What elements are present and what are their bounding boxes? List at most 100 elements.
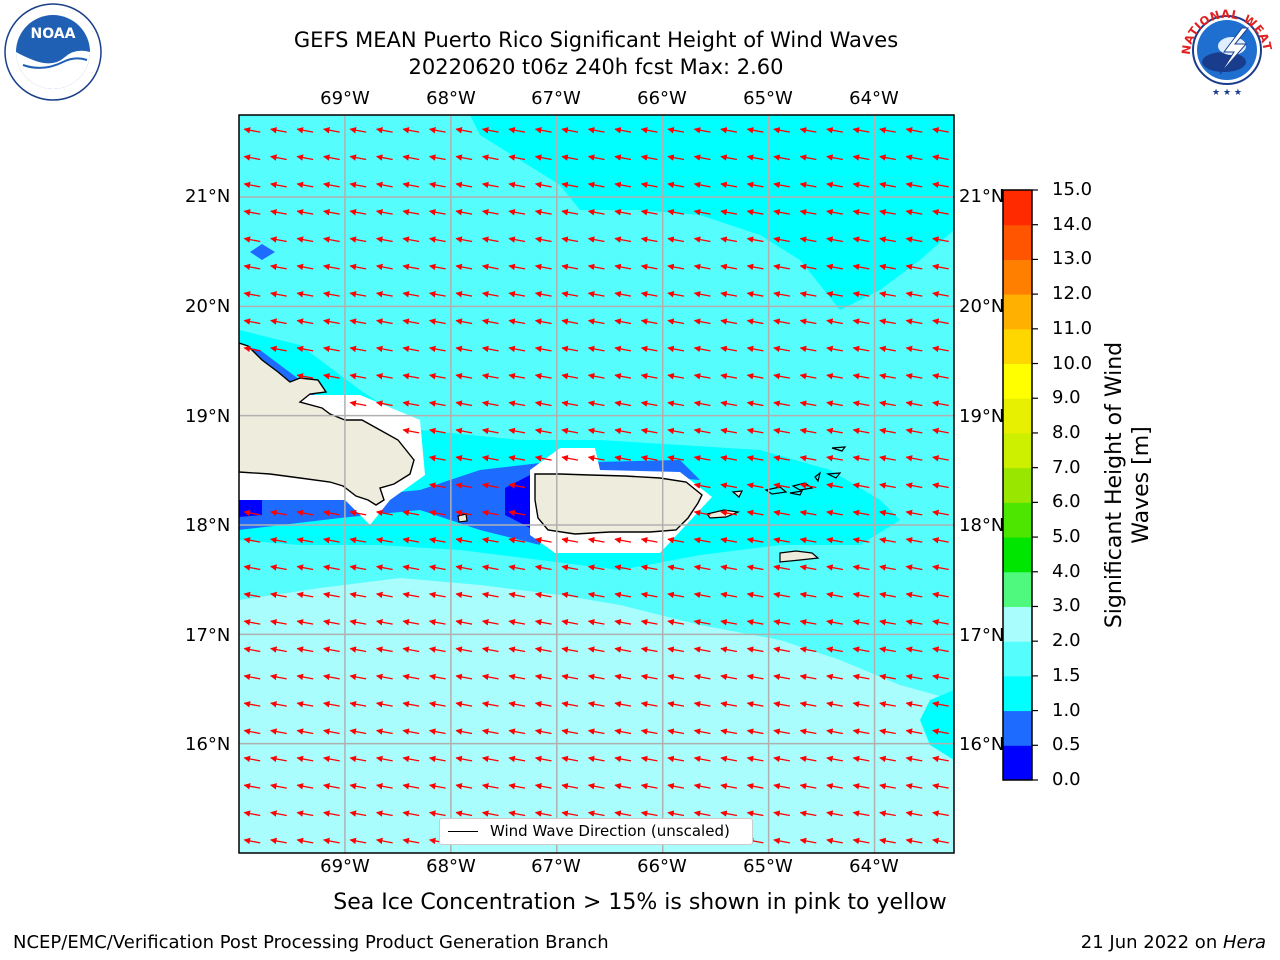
colorbar-bin (1003, 745, 1032, 781)
wind-arrow (534, 537, 552, 544)
wind-arrow (720, 209, 738, 216)
wind-arrow (905, 236, 923, 243)
wind-arrow (455, 318, 473, 325)
wind-arrow (243, 646, 261, 653)
wind-arrow (455, 263, 473, 271)
wind-arrow (746, 509, 764, 517)
wind-arrow (932, 701, 949, 708)
wind-arrow (323, 263, 340, 271)
wind-arrow (932, 345, 949, 353)
wind-arrow (376, 646, 393, 653)
lat-label-left-18n: 18°N (185, 515, 231, 536)
wind-arrow (402, 646, 420, 653)
wind-arrow (852, 181, 870, 189)
lat-label-right-21n: 21°N (959, 186, 1004, 207)
wind-arrow (773, 373, 790, 380)
wind-arrow (428, 482, 446, 489)
lat-label-right-19n: 19°N (959, 406, 1004, 427)
wind-arrow (746, 537, 764, 544)
wind-arrow (746, 263, 764, 271)
wind-arrow (826, 400, 843, 407)
wind-arrow (376, 755, 393, 763)
wind-arrow (508, 673, 526, 681)
wind-arrow (587, 455, 605, 462)
wind-arrow (323, 127, 340, 134)
wind-arrow (376, 564, 393, 571)
wind-arrow (349, 236, 367, 243)
wind-arrow (905, 810, 923, 817)
wind-arrow (323, 373, 340, 380)
wind-arrow (270, 345, 287, 353)
lon-label-bottom-65w: 65°W (743, 856, 793, 877)
wind-arrow (614, 591, 632, 599)
wind-arrow (349, 318, 367, 325)
footer-host: Hera (1222, 932, 1266, 953)
wind-arrow (481, 291, 499, 298)
wind-arrow (296, 728, 314, 735)
wind-arrow (428, 646, 446, 653)
colorbar-bin (1003, 328, 1032, 365)
wind-arrow (508, 209, 526, 216)
wind-arrow (799, 509, 817, 517)
wind-arrow (349, 537, 367, 544)
wind-arrow (614, 810, 632, 817)
wind-arrow (614, 646, 632, 653)
wind-arrow (270, 209, 287, 216)
colorbar-tick-label: 6.0 (1052, 491, 1081, 513)
wind-arrow (852, 482, 870, 489)
chart-subtitle: 20220620 t06z 240h fcst Max: 2.60 (408, 55, 784, 79)
wind-arrow (561, 427, 579, 435)
wind-arrow (561, 646, 579, 653)
wind-arrow (376, 400, 393, 407)
wind-arrow (852, 755, 870, 763)
wind-arrow (879, 564, 896, 571)
wind-arrow (428, 345, 446, 353)
wind-arrow (455, 783, 473, 790)
wind-arrow (799, 236, 817, 243)
wind-arrow (270, 783, 287, 790)
wind-arrow (879, 509, 896, 517)
wind-arrow (428, 181, 446, 189)
wind-arrow (932, 619, 949, 626)
wind-arrow (773, 619, 790, 626)
wind-arrow (932, 209, 949, 216)
wind-arrow (799, 810, 817, 817)
wind-arrow (720, 537, 738, 544)
wind-arrow (773, 783, 790, 790)
wind-arrow (349, 755, 367, 763)
wind-arrow (534, 591, 552, 599)
wind-arrow (879, 345, 896, 353)
wind-arrow (376, 810, 393, 817)
wind-arrow (667, 345, 685, 353)
wind-arrow (587, 755, 605, 763)
wind-arrow (270, 673, 287, 681)
wind-arrow (852, 591, 870, 599)
noaa-logo: NOAA (3, 2, 103, 102)
wind-arrow (879, 263, 896, 271)
wind-arrow (534, 291, 552, 298)
wind-arrow (667, 810, 685, 817)
wind-arrow (693, 427, 711, 435)
wind-arrow (852, 701, 870, 708)
wind-arrow (243, 564, 261, 571)
wind-arrow (826, 564, 843, 571)
wind-arrow (534, 263, 552, 271)
wind-arrow (376, 154, 393, 161)
wind-arrow (349, 591, 367, 599)
wind-arrow (243, 619, 261, 626)
wind-arrow (746, 646, 764, 653)
wind-arrow (905, 619, 923, 626)
wind-arrow (932, 154, 949, 161)
wind-arrow (561, 181, 579, 189)
wind-arrow (481, 755, 499, 763)
wind-arrow (614, 291, 632, 298)
wind-arrow (905, 345, 923, 353)
wind-arrow (932, 127, 949, 134)
wind-arrow (720, 783, 738, 790)
wind-arrow (640, 154, 658, 161)
wind-arrow (614, 263, 632, 271)
nws-logo: NATIONAL WEATHER SERVICE ★ ★ ★ (1171, 0, 1278, 100)
wind-arrow (799, 837, 817, 845)
wind-arrow (481, 345, 499, 353)
wind-arrow (799, 701, 817, 708)
